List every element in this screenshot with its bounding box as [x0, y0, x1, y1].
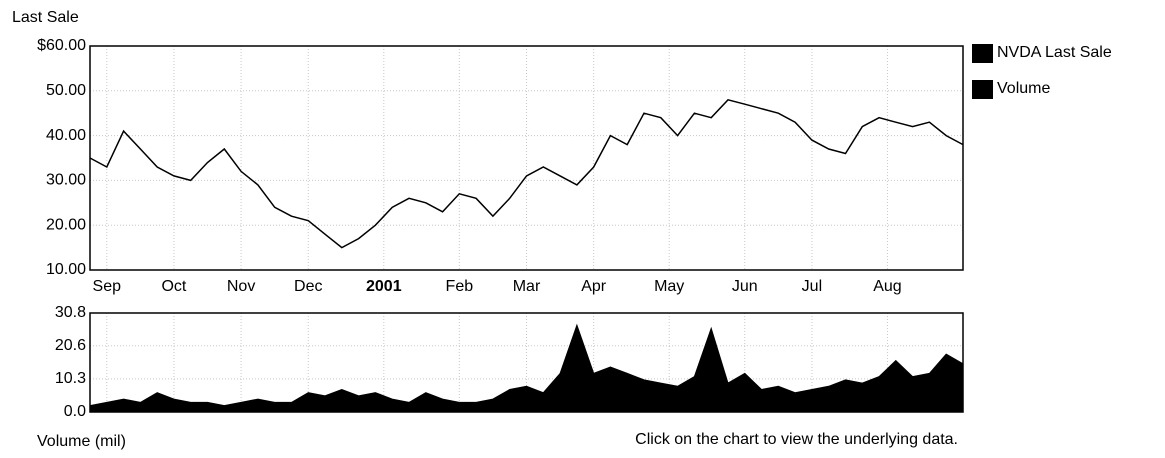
x-tick-label: Nov — [227, 278, 255, 295]
x-tick-label: Apr — [581, 278, 607, 295]
x-tick-label: 2001 — [366, 278, 402, 295]
y-tick-label: 20.6 — [55, 337, 86, 354]
y-tick-label: 50.00 — [46, 82, 86, 99]
y-tick-label: 10.00 — [46, 261, 86, 278]
footer: Click on the chart to view the underlyin… — [635, 431, 958, 448]
y-tick-label: 30.00 — [46, 172, 86, 189]
x-tick-label: Jul — [802, 278, 822, 295]
x-tick-label: Mar — [513, 278, 541, 295]
x-tick-label: May — [654, 278, 684, 295]
y-tick-label: 20.00 — [46, 216, 86, 233]
x-tick-label: Aug — [873, 278, 901, 295]
y-axis-title: Last Sale — [12, 9, 79, 26]
x-tick-label: Feb — [446, 278, 474, 295]
x-tick-label: Sep — [93, 278, 122, 295]
legend-swatch — [972, 80, 993, 99]
y-tick-label: 30.8 — [55, 304, 86, 321]
legend-label: Volume — [997, 80, 1050, 97]
y-tick-label: 40.00 — [46, 127, 86, 144]
plot-frame — [89, 312, 964, 413]
y-tick-label: 10.3 — [55, 370, 86, 387]
legend-swatch — [972, 44, 993, 63]
volume-area — [89, 323, 964, 413]
y-tick-label: 0.0 — [64, 403, 86, 420]
x-tick-label: Dec — [294, 278, 322, 295]
x-tick-label: Oct — [161, 278, 186, 295]
y-tick-label: $60.00 — [37, 37, 86, 54]
y-axis-title: Volume (mil) — [37, 433, 126, 450]
price-line — [89, 98, 964, 249]
plot-frame — [89, 45, 964, 271]
legend-label: NVDA Last Sale — [997, 44, 1112, 61]
x-tick-label: Jun — [732, 278, 758, 295]
